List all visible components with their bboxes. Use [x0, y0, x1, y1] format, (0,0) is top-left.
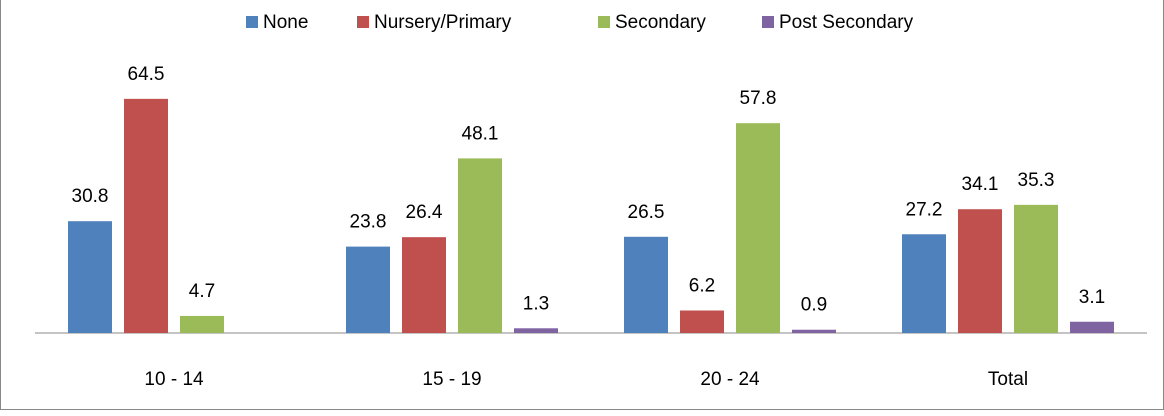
legend-swatch [762, 16, 774, 28]
bar [346, 246, 390, 333]
data-label: 64.5 [128, 64, 165, 85]
legend-label: None [263, 12, 308, 33]
x-tick-label: 15 - 19 [422, 369, 481, 390]
bar [736, 123, 780, 333]
x-tick-label: 20 - 24 [700, 369, 760, 390]
data-label: 48.1 [462, 123, 499, 144]
data-label: 1.3 [523, 293, 549, 314]
bar [68, 221, 112, 333]
legend-swatch [357, 16, 369, 28]
x-tick-label: Total [988, 369, 1028, 390]
bar [458, 158, 502, 333]
bar [402, 237, 446, 333]
data-label: 0.9 [801, 295, 827, 316]
legend-swatch [598, 16, 610, 28]
data-label: 26.5 [628, 202, 665, 223]
bar [902, 234, 946, 333]
data-label: 34.1 [962, 174, 999, 195]
bar [514, 328, 558, 333]
legend-swatch [246, 16, 258, 28]
data-label: 6.2 [689, 276, 715, 297]
bar [624, 236, 668, 333]
data-label: 23.8 [350, 212, 387, 233]
data-label: 30.8 [72, 186, 109, 207]
x-tick-label: 10 - 14 [144, 369, 204, 390]
bar [124, 98, 168, 334]
data-label: 3.1 [1079, 287, 1105, 308]
bar [1070, 321, 1114, 333]
legend-label: Nursery/Primary [374, 12, 512, 33]
legend-label: Post Secondary [779, 12, 914, 33]
data-label: 27.2 [906, 199, 943, 220]
bar [958, 209, 1002, 333]
bar [792, 329, 836, 333]
bar [180, 315, 224, 333]
data-label: 4.7 [189, 281, 215, 302]
bar [1014, 204, 1058, 333]
data-label: 26.4 [406, 202, 443, 223]
data-label: 57.8 [740, 88, 777, 109]
legend-label: Secondary [615, 12, 706, 33]
data-label: 35.3 [1018, 170, 1055, 191]
bar [680, 310, 724, 333]
